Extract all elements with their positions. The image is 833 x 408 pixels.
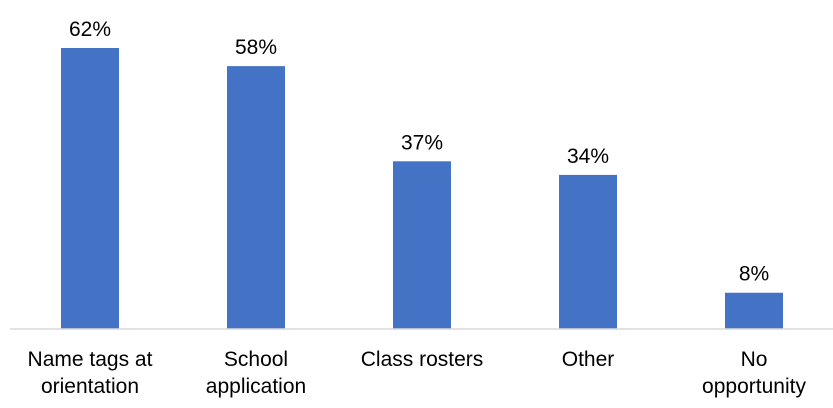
category-label-line: No <box>741 348 768 371</box>
data-label-4: 8% <box>739 263 769 286</box>
category-label-line: Name tags at <box>28 348 153 371</box>
bar-0 <box>61 48 119 329</box>
data-labels-group: 62% 58% 37% 34% 8% <box>69 18 769 286</box>
category-label-line: School <box>224 348 288 371</box>
category-label-0: Name tags at orientation <box>28 348 153 398</box>
bar-4 <box>725 292 783 329</box>
bar-3 <box>559 174 617 329</box>
data-label-2: 37% <box>401 131 443 154</box>
data-label-0: 62% <box>69 18 111 41</box>
data-label-3: 34% <box>567 145 609 168</box>
category-label-line: Class rosters <box>361 348 484 371</box>
bars-group <box>61 48 783 330</box>
data-label-1: 58% <box>235 36 277 59</box>
category-label-line: orientation <box>41 375 139 398</box>
category-label-line: Other <box>562 348 615 371</box>
category-label-line: opportunity <box>702 375 806 398</box>
bar-2 <box>393 161 451 329</box>
category-label-2: Class rosters <box>361 348 484 371</box>
bar-1 <box>227 66 285 330</box>
category-label-4: No opportunity <box>702 348 806 398</box>
category-label-line: application <box>206 375 306 398</box>
category-labels-group: Name tags at orientation School application… <box>28 348 807 398</box>
category-label-1: School application <box>206 348 306 398</box>
category-label-3: Other <box>562 348 615 371</box>
